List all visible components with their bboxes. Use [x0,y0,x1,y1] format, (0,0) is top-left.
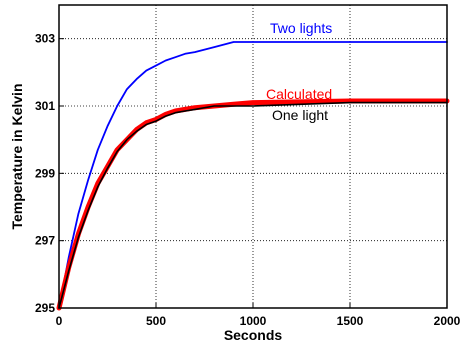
series-lines [56,41,450,311]
series-line-two-lights [58,41,448,309]
x-tick-label: 1000 [240,314,267,328]
y-tick-label: 297 [35,234,55,248]
series-line-one-light [58,101,448,309]
series-label-two-lights: Two lights [270,20,332,36]
grid [59,5,447,308]
series-label-calculated: Calculated [266,86,332,102]
series-line-calculated [56,98,450,311]
x-tick-label: 2000 [434,314,461,328]
y-tick-label: 303 [35,32,55,46]
x-tick-label: 0 [56,314,63,328]
y-tick-label: 295 [35,301,55,315]
y-tick-label: 299 [35,166,55,180]
y-axis-title: Temperature in Kelvin [9,83,25,229]
axis-ticks: 0 500 1000 1500 2000 295 297 299 301 303 [35,32,461,328]
x-tick-label: 1500 [337,314,364,328]
y-tick-label: 301 [35,99,55,113]
x-tick-label: 500 [146,314,166,328]
x-axis-title: Seconds [224,327,283,343]
series-labels: Two lights Calculated One light [266,20,332,123]
series-label-one-light: One light [272,107,328,123]
